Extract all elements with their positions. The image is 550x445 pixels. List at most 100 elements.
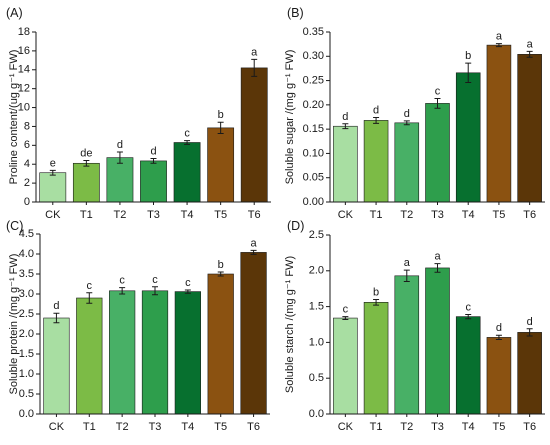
axes: [39, 234, 270, 415]
bar-t2: [394, 122, 420, 203]
error-bar-t5: [217, 271, 224, 277]
y-tick-label: 6: [24, 139, 30, 151]
bar-ck: [39, 172, 67, 203]
bar-t1: [363, 302, 389, 415]
error-bar-t3: [150, 158, 157, 164]
axes: [35, 32, 271, 203]
error-bar-ck: [342, 316, 349, 320]
x-tick-label: T2: [400, 421, 413, 433]
y-tick-label: 3.0: [19, 288, 34, 300]
x-tick-label: T5: [493, 421, 506, 433]
x-tick-label: T6: [248, 209, 261, 221]
bar-t3: [425, 103, 450, 203]
significance-letter: a: [251, 237, 258, 249]
x-tick-label: T4: [181, 209, 194, 221]
y-tick-label: 0.5: [19, 388, 34, 400]
x-tick-label: CK: [45, 209, 61, 221]
error-bar-t4: [465, 313, 472, 320]
y-axis-label: Soluble starch /(mg g⁻¹ FW): [284, 256, 296, 393]
x-tick-label: T4: [462, 209, 475, 221]
y-tick-label: 1.0: [19, 368, 34, 380]
bar-ck: [43, 317, 70, 415]
y-tick-label: 14: [18, 64, 30, 76]
significance-letter: a: [527, 38, 534, 50]
significance-letter: c: [184, 128, 190, 140]
error-bar-t2: [403, 120, 410, 126]
error-bar-t2: [119, 287, 126, 295]
bar-ck: [333, 125, 358, 203]
y-tick-label: 0.05: [303, 172, 324, 184]
bar-t5: [207, 273, 234, 415]
error-bar-t6: [526, 50, 533, 58]
x-tick-label: T2: [114, 209, 127, 221]
y-tick-label: 4.5: [19, 228, 34, 240]
x-tick-label: T2: [400, 209, 413, 221]
x-tick-label: T1: [83, 421, 96, 433]
bar-t5: [207, 127, 235, 203]
error-bar-t4: [184, 289, 191, 294]
significance-letter: b: [465, 50, 471, 62]
error-bar-t1: [373, 116, 380, 124]
y-tick-label: 0.35: [303, 26, 324, 38]
y-tick-label: 16: [18, 45, 30, 57]
error-bar-ck: [49, 169, 56, 176]
bar-t4: [455, 72, 481, 203]
significance-letter: a: [434, 251, 441, 263]
significance-letter: b: [373, 286, 379, 298]
error-bar-t6: [250, 249, 257, 255]
bar-t3: [140, 160, 167, 203]
chart-panel-1: (A) Proline content/(ug g⁻¹ FW) e CK de T1 d T2…: [6, 6, 271, 221]
panel-label: (B): [287, 6, 304, 20]
significance-letter: d: [117, 139, 123, 151]
y-tick-label: 0.10: [303, 147, 324, 159]
bar-t4: [174, 291, 201, 415]
panel-label: (D): [287, 219, 304, 233]
y-tick-label: 0.20: [303, 99, 324, 111]
significance-letter: a: [404, 257, 411, 269]
y-tick-label: 0.00: [303, 196, 324, 208]
error-bar-t3: [434, 98, 441, 109]
y-tick-label: 0.5: [309, 372, 324, 384]
x-tick-label: T5: [493, 209, 506, 221]
y-tick-label: 0: [24, 196, 30, 208]
bar-t4: [455, 316, 481, 415]
y-tick-label: 8: [24, 120, 30, 132]
bar-t1: [76, 297, 103, 415]
x-tick-label: T4: [181, 421, 194, 433]
significance-letter: c: [185, 277, 191, 289]
bar-ck: [333, 317, 358, 415]
error-bar-t3: [152, 286, 158, 296]
bar-t1: [363, 120, 389, 203]
error-bar-t6: [251, 58, 258, 77]
bar-t2: [394, 275, 420, 415]
error-bar-t1: [86, 292, 93, 304]
x-tick-label: CK: [338, 209, 354, 221]
error-bar-ck: [53, 312, 60, 324]
y-tick-label: 2: [24, 177, 30, 189]
error-bar-t5: [495, 334, 502, 341]
x-tick-label: T1: [370, 421, 383, 433]
axes: [329, 235, 545, 415]
y-tick-label: 0.15: [303, 123, 324, 135]
significance-letter: c: [152, 274, 158, 286]
significance-letter: b: [218, 109, 224, 121]
y-tick-label: 10: [18, 101, 30, 113]
error-bar-t2: [116, 151, 123, 164]
y-axis-label: Proline content/(ug g⁻¹ FW): [8, 50, 20, 185]
panel-label: (A): [6, 6, 23, 20]
bar-t6: [517, 54, 542, 203]
y-tick-label: 12: [18, 83, 30, 95]
x-tick-label: T5: [214, 421, 227, 433]
y-axis-label: Soluble sugar /(mg g⁻¹ FW): [284, 50, 296, 185]
x-tick-label: T2: [116, 421, 129, 433]
chart-panel-3: (C) Soluble protein /(mg g⁻¹ FW) d CK c T1 c T2…: [6, 219, 270, 433]
bar-t5: [486, 337, 512, 415]
x-tick-label: T3: [149, 421, 162, 433]
bar-t3: [425, 267, 450, 415]
significance-letter: d: [150, 146, 156, 158]
axes: [329, 32, 545, 203]
x-tick-label: T4: [462, 421, 475, 433]
y-tick-label: 1.0: [309, 336, 324, 348]
significance-letter: d: [404, 108, 410, 120]
